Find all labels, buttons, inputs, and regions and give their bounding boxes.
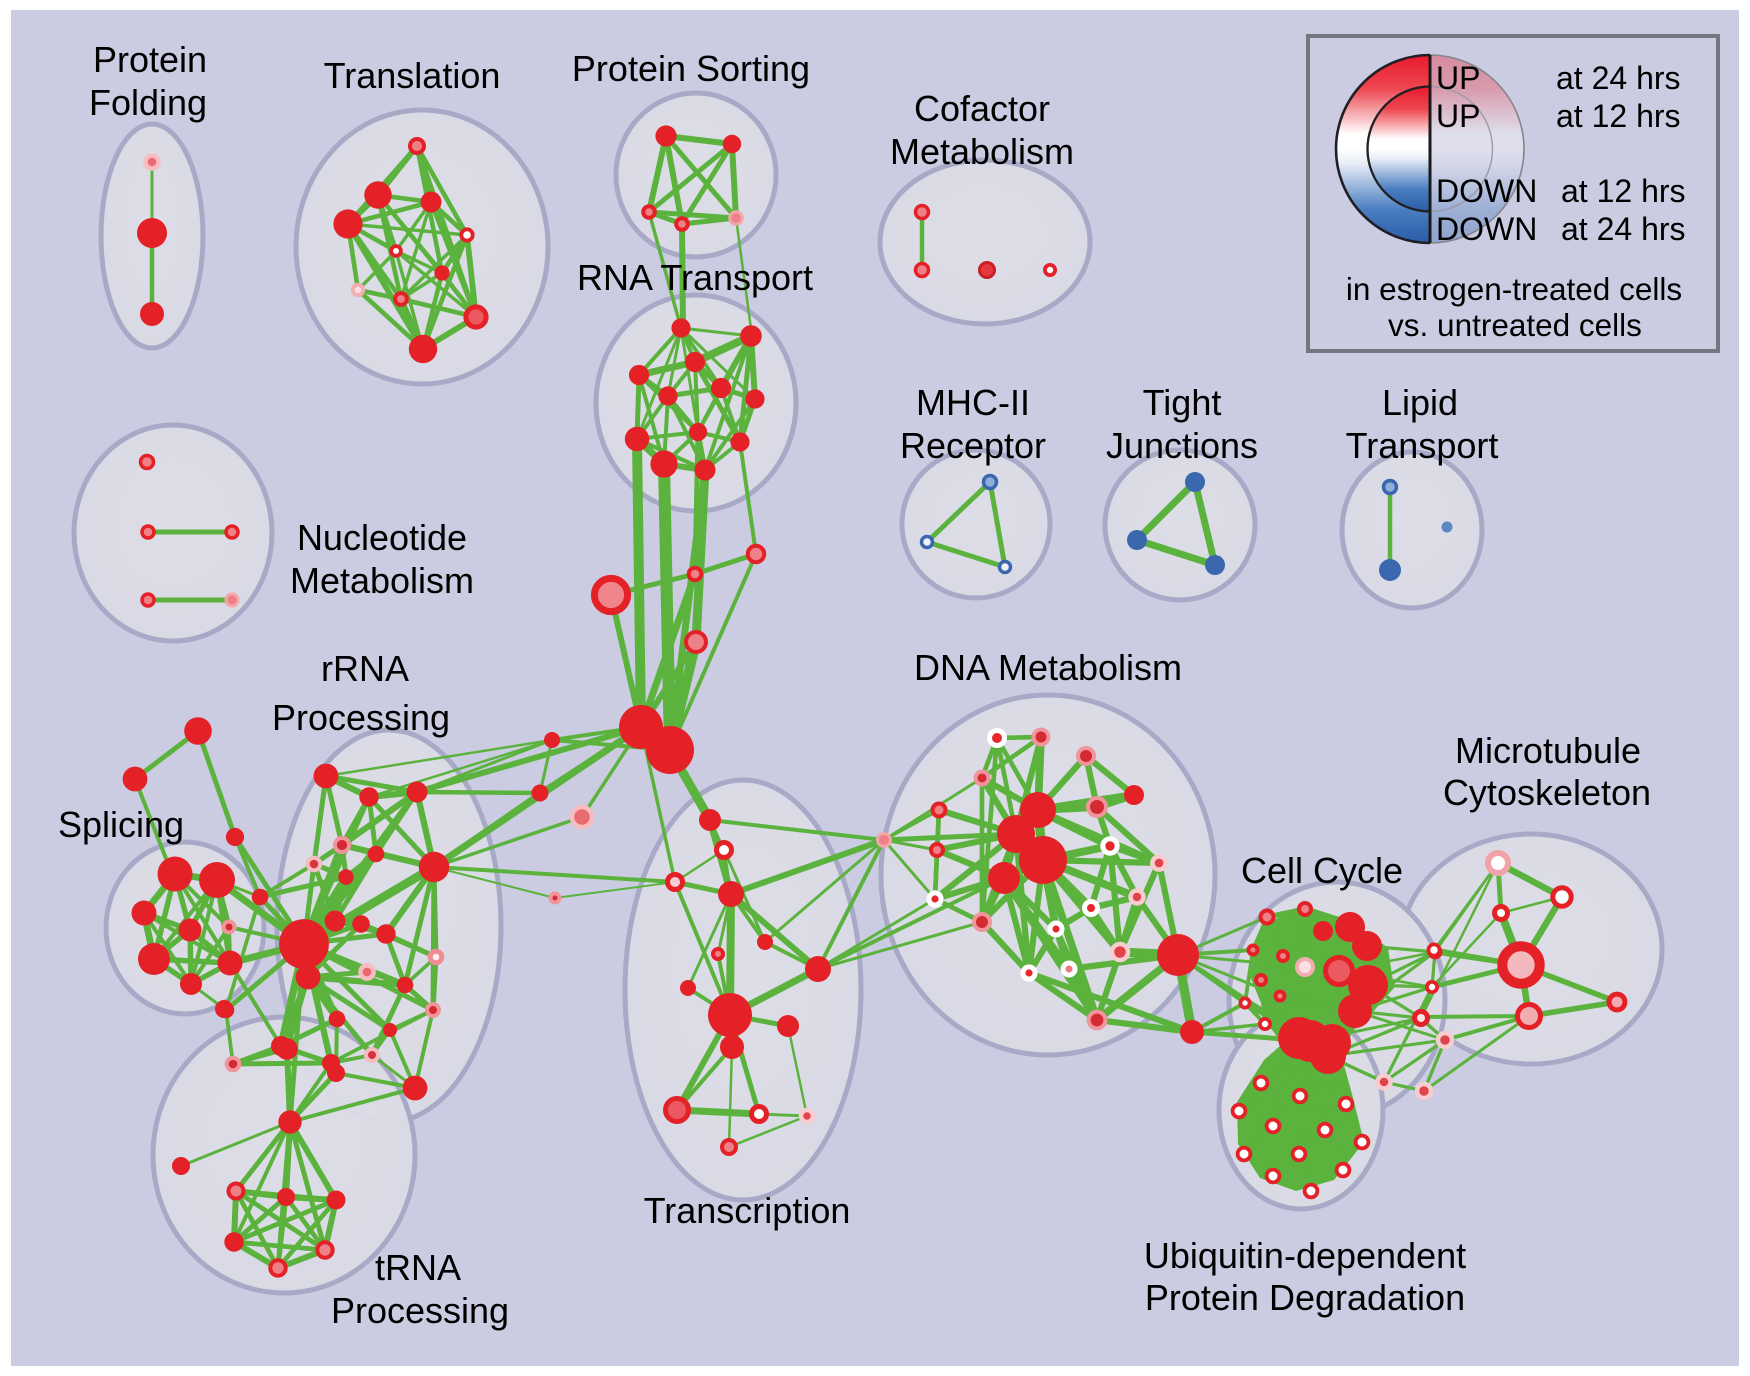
svg-text:at 24 hrs: at 24 hrs [1556, 60, 1681, 96]
svg-text:DOWN: DOWN [1436, 211, 1537, 247]
svg-text:Receptor: Receptor [900, 425, 1046, 466]
svg-text:RNA Transport: RNA Transport [577, 257, 813, 298]
svg-text:tRNA: tRNA [375, 1247, 461, 1288]
svg-text:Splicing: Splicing [58, 804, 184, 845]
svg-text:Tight: Tight [1143, 382, 1222, 423]
svg-text:Cytoskeleton: Cytoskeleton [1443, 772, 1651, 813]
svg-text:at 24 hrs: at 24 hrs [1561, 211, 1686, 247]
svg-text:vs. untreated cells: vs. untreated cells [1388, 307, 1642, 343]
svg-text:UP: UP [1436, 60, 1480, 96]
svg-text:Processing: Processing [331, 1290, 509, 1331]
svg-text:Metabolism: Metabolism [890, 131, 1074, 172]
svg-text:rRNA: rRNA [321, 648, 409, 689]
svg-text:at 12 hrs: at 12 hrs [1561, 173, 1686, 209]
svg-text:UP: UP [1436, 98, 1480, 134]
svg-text:in estrogen-treated cells: in estrogen-treated cells [1346, 271, 1682, 307]
svg-text:Cell Cycle: Cell Cycle [1241, 850, 1403, 891]
svg-text:Cofactor: Cofactor [914, 88, 1050, 129]
svg-text:Folding: Folding [89, 82, 207, 123]
svg-text:DOWN: DOWN [1436, 173, 1537, 209]
svg-text:Nucleotide: Nucleotide [297, 517, 467, 558]
svg-text:MHC-II: MHC-II [916, 382, 1030, 423]
svg-text:DNA Metabolism: DNA Metabolism [914, 647, 1182, 688]
svg-text:Lipid: Lipid [1382, 382, 1458, 423]
svg-text:Processing: Processing [272, 697, 450, 738]
svg-text:Transport: Transport [1346, 425, 1499, 466]
svg-text:Ubiquitin-dependent: Ubiquitin-dependent [1144, 1235, 1466, 1276]
svg-text:Protein Degradation: Protein Degradation [1145, 1277, 1465, 1318]
svg-text:Junctions: Junctions [1106, 425, 1258, 466]
svg-text:Protein Sorting: Protein Sorting [572, 48, 810, 89]
svg-text:Translation: Translation [324, 55, 501, 96]
svg-text:Metabolism: Metabolism [290, 560, 474, 601]
svg-text:at 12 hrs: at 12 hrs [1556, 98, 1681, 134]
svg-text:Transcription: Transcription [644, 1190, 851, 1231]
svg-text:Microtubule: Microtubule [1455, 730, 1641, 771]
svg-text:Protein: Protein [93, 39, 207, 80]
